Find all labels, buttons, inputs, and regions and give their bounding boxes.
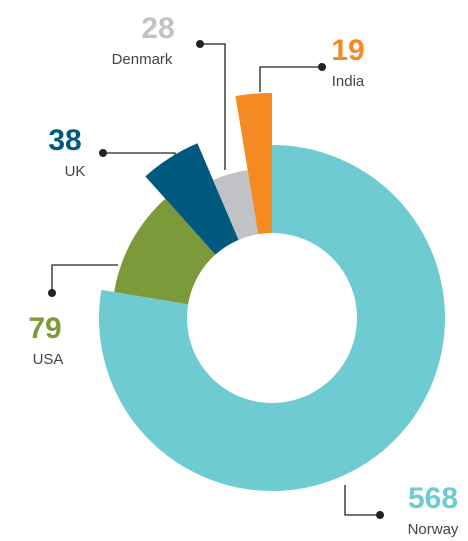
leader-dot	[99, 149, 107, 157]
category-label: India	[332, 73, 365, 90]
category-label: Denmark	[112, 51, 173, 68]
value-label: 19	[331, 34, 364, 67]
leader-dot	[318, 63, 326, 71]
donut-slice	[235, 93, 272, 235]
donut-slice	[99, 145, 446, 491]
value-label: 38	[48, 124, 81, 157]
leader-dot	[376, 511, 384, 519]
leader-line	[344, 485, 380, 516]
leader-line	[200, 43, 226, 170]
value-label: 79	[28, 312, 61, 345]
leader-dot	[196, 40, 204, 48]
donut-slice	[213, 169, 259, 240]
leader-dot	[48, 289, 56, 297]
value-label: 28	[141, 12, 174, 45]
value-label: 568	[408, 482, 458, 515]
donut-slice	[114, 198, 216, 305]
leader-line	[259, 66, 322, 92]
category-label: USA	[33, 351, 64, 368]
category-label: Norway	[408, 521, 459, 538]
category-label: UK	[65, 163, 86, 180]
leader-line	[51, 264, 118, 293]
donut-slice	[145, 143, 239, 255]
